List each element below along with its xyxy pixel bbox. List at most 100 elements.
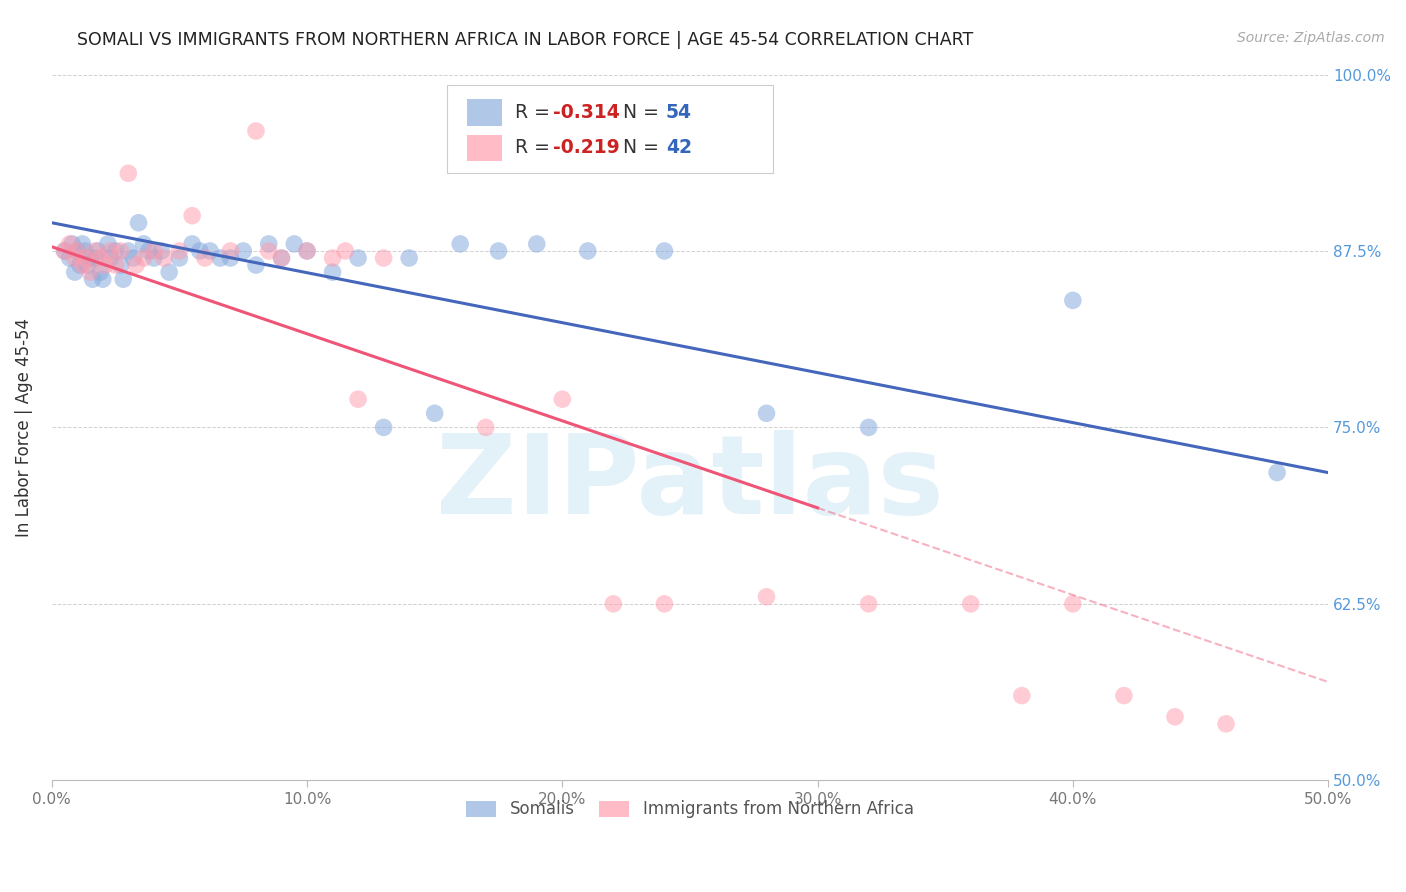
Text: ZIPatlas: ZIPatlas <box>436 430 943 537</box>
Point <box>169 251 191 265</box>
Point <box>60 236 83 251</box>
Point <box>128 216 150 230</box>
Point <box>82 272 104 286</box>
Point <box>72 236 94 251</box>
Point <box>110 244 132 258</box>
Point <box>219 251 242 265</box>
Point <box>122 251 145 265</box>
Point <box>89 265 111 279</box>
Point <box>112 272 135 286</box>
Point <box>91 272 114 286</box>
Point <box>73 244 96 258</box>
Point <box>157 265 180 279</box>
Point <box>232 244 254 258</box>
Point <box>322 251 344 265</box>
Point <box>1215 716 1237 731</box>
Point <box>117 166 139 180</box>
Point <box>654 597 676 611</box>
Point <box>335 244 357 258</box>
Text: SOMALI VS IMMIGRANTS FROM NORTHERN AFRICA IN LABOR FORCE | AGE 45-54 CORRELATION: SOMALI VS IMMIGRANTS FROM NORTHERN AFRIC… <box>77 31 973 49</box>
Text: 54: 54 <box>665 103 692 122</box>
Point <box>347 392 370 407</box>
Point <box>125 258 148 272</box>
Point <box>97 236 120 251</box>
Point <box>755 406 778 420</box>
Point <box>59 251 82 265</box>
Point <box>181 209 204 223</box>
Point <box>138 244 160 258</box>
Point <box>295 244 318 258</box>
Point <box>576 244 599 258</box>
Point <box>1062 597 1084 611</box>
Point <box>132 251 155 265</box>
Point <box>373 251 395 265</box>
Point <box>270 251 292 265</box>
Point <box>132 236 155 251</box>
Point <box>150 244 173 258</box>
Point <box>104 244 127 258</box>
Point <box>488 244 510 258</box>
FancyBboxPatch shape <box>467 135 502 161</box>
FancyBboxPatch shape <box>467 99 502 126</box>
Point <box>1062 293 1084 308</box>
Point <box>76 258 98 272</box>
Y-axis label: In Labor Force | Age 45-54: In Labor Force | Age 45-54 <box>15 318 32 537</box>
Point <box>73 251 96 265</box>
Point <box>104 258 127 272</box>
Point <box>169 244 191 258</box>
Text: N =: N = <box>610 103 665 122</box>
Point <box>142 244 165 258</box>
Point <box>63 251 86 265</box>
Point <box>755 590 778 604</box>
Point <box>84 244 107 258</box>
Text: 42: 42 <box>665 138 692 157</box>
Point <box>1265 466 1288 480</box>
Point <box>270 251 292 265</box>
Point <box>84 251 107 265</box>
Point <box>602 597 624 611</box>
Point <box>373 420 395 434</box>
Point <box>86 244 108 258</box>
Point <box>89 251 111 265</box>
Point <box>959 597 981 611</box>
Text: R =: R = <box>515 138 555 157</box>
Point <box>322 265 344 279</box>
Point <box>79 251 101 265</box>
Point <box>100 244 122 258</box>
Point <box>449 236 471 251</box>
Point <box>72 258 94 272</box>
Point <box>295 244 318 258</box>
Point <box>1164 710 1187 724</box>
Point <box>858 420 880 434</box>
Text: N =: N = <box>610 138 665 157</box>
Point <box>117 244 139 258</box>
Point <box>209 251 232 265</box>
FancyBboxPatch shape <box>447 85 773 173</box>
Point <box>219 244 242 258</box>
Point <box>423 406 446 420</box>
Point <box>257 244 280 258</box>
Point <box>66 244 89 258</box>
Point <box>53 244 76 258</box>
Point <box>654 244 676 258</box>
Text: Source: ZipAtlas.com: Source: ZipAtlas.com <box>1237 31 1385 45</box>
Point <box>283 236 305 251</box>
Point <box>110 258 132 272</box>
Point <box>198 244 221 258</box>
Point <box>53 244 76 258</box>
Point <box>526 236 548 251</box>
Point <box>94 258 117 272</box>
Point <box>59 236 82 251</box>
Point <box>347 251 370 265</box>
Point <box>181 236 204 251</box>
Text: -0.219: -0.219 <box>554 138 620 157</box>
Point <box>194 251 217 265</box>
Point <box>398 251 420 265</box>
Point <box>63 265 86 279</box>
Point <box>153 251 176 265</box>
Point <box>100 251 122 265</box>
Point <box>245 124 267 138</box>
Text: R =: R = <box>515 103 555 122</box>
Point <box>79 265 101 279</box>
Point <box>1011 689 1033 703</box>
